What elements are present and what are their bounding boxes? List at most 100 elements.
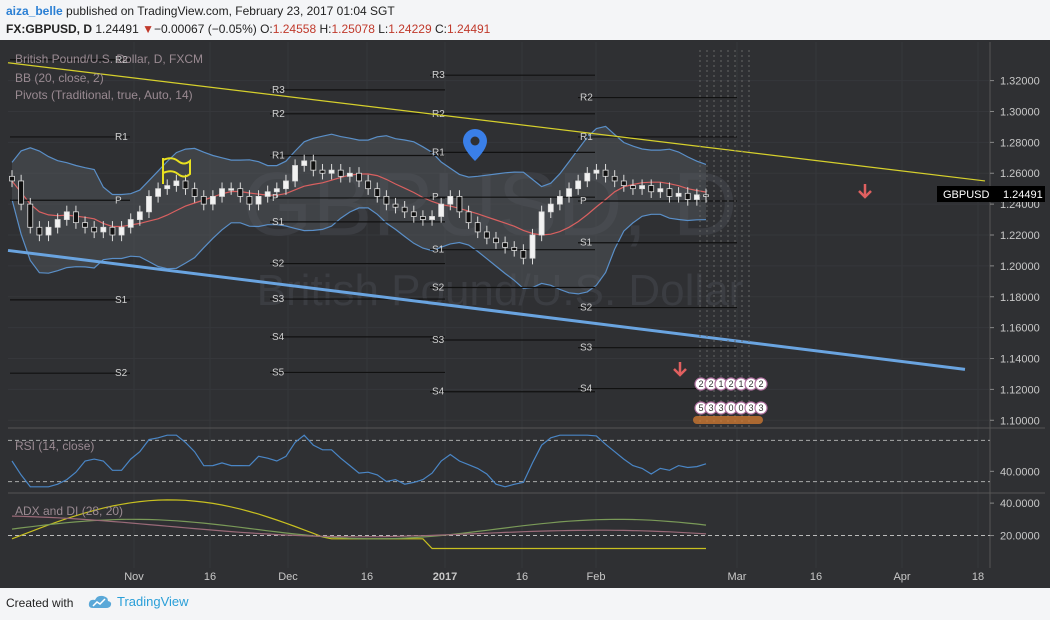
time-tick-label: Dec: [278, 571, 298, 583]
open-value: 1.24558: [272, 22, 317, 36]
location-pin-icon: [463, 129, 487, 161]
event-badge-label: 3: [748, 403, 753, 413]
trend-lines[interactable]: [7, 62, 986, 371]
candle-body: [447, 195, 454, 205]
legend-pivots: Pivots (Traditional, true, Auto, 14): [15, 88, 193, 102]
candle-body: [155, 188, 162, 197]
down-arrow-icon: ▼: [142, 22, 154, 36]
candle-body: [63, 211, 70, 220]
pivot-label: S1: [580, 238, 593, 249]
candle-body: [209, 195, 216, 205]
event-badge-label: 3: [708, 403, 713, 413]
time-tick-label: Apr: [893, 571, 910, 583]
axis-tick-label: 1.28000: [1000, 137, 1040, 149]
axis-tick-label: 1.12000: [1000, 384, 1040, 396]
candle-body: [191, 188, 198, 197]
price-change: −0.00067 (−0.05%): [153, 22, 257, 36]
candle-body: [182, 180, 189, 190]
pivot-label: S1: [432, 245, 445, 256]
pivot-label: R2: [272, 109, 285, 120]
candle-body: [520, 250, 527, 259]
candle-body: [483, 231, 490, 239]
price-label: GBPUSD 1.24491: [937, 186, 1045, 202]
time-tick-label: 2017: [433, 571, 457, 583]
legend-bb: BB (20, close, 2): [15, 71, 104, 85]
candle-body: [273, 188, 280, 193]
bb-upper: [11, 125, 707, 196]
candle-body: [538, 211, 545, 236]
price-label-box: [937, 186, 1045, 202]
candle-body: [703, 194, 709, 197]
chart-canvas[interactable]: GBPUSD, D British Pound/U.S. Dollar R2R1…: [0, 40, 1050, 588]
axis-tick-label: 1.20000: [1000, 261, 1040, 273]
candle-body: [693, 194, 700, 200]
close-value: 1.24491: [446, 22, 491, 36]
symbol-label: FX:GBPUSD, D: [6, 22, 93, 36]
pivot-label: S2: [580, 303, 593, 314]
candle-body: [219, 188, 225, 197]
lower-trend-line: [7, 248, 966, 371]
low-label: L:: [378, 22, 389, 36]
candle-body: [493, 237, 499, 244]
pivot-label: S3: [432, 335, 445, 346]
candle-body: [127, 219, 134, 228]
pivot-label: R3: [272, 85, 285, 96]
tradingview-link[interactable]: TradingView: [88, 594, 189, 609]
pivot-label: P: [580, 196, 587, 207]
author-link[interactable]: aiza_belle: [6, 4, 63, 18]
last-price: 1.24491: [95, 22, 139, 36]
pivot-label: R1: [115, 132, 128, 143]
pivot-label: S3: [272, 294, 285, 305]
candle-body: [648, 185, 655, 193]
candle-body: [401, 206, 408, 213]
candle-body: [109, 226, 116, 236]
candle-body: [54, 219, 61, 228]
candle-body: [529, 234, 536, 259]
candle-body: [91, 226, 98, 233]
price-label-value: 1.24491: [1003, 189, 1043, 201]
cloud-icon: [88, 595, 112, 608]
created-with-text: Created with: [6, 596, 74, 610]
legend: British Pound/U.S. Dollar, D, FXCM BB (2…: [15, 52, 203, 518]
pivot-label: S4: [580, 384, 593, 395]
axis-tick-label: 1.30000: [1000, 106, 1040, 118]
candle-body: [246, 195, 253, 205]
time-tick-label: 16: [361, 571, 373, 583]
candle-body: [620, 180, 627, 186]
candle-body: [36, 226, 43, 236]
di-minus-line: [11, 515, 707, 538]
candle-body: [264, 191, 271, 197]
high-label: H:: [319, 22, 332, 36]
low-value: 1.24229: [388, 22, 432, 36]
candles: [9, 154, 709, 265]
pivot-label: R3: [432, 70, 445, 81]
axis-tick-label: 1.10000: [1000, 415, 1040, 427]
rsi-tick-label: 40.0000: [1000, 466, 1040, 478]
axis-tick-label: 1.26000: [1000, 168, 1040, 180]
time-tick-label: 16: [516, 571, 528, 583]
event-badge-label: 1: [718, 379, 723, 389]
candle-body: [337, 169, 344, 177]
event-badge-label: 3: [758, 403, 763, 413]
candle-body: [593, 169, 600, 174]
down-arrow-icon: [673, 362, 687, 377]
candle-body: [666, 188, 673, 197]
candle-body: [511, 246, 518, 251]
event-badge-label: 1: [738, 379, 743, 389]
time-tick-label: Mar: [728, 571, 747, 583]
adx-tick-label: 20.0000: [1000, 531, 1040, 543]
candle-body: [310, 160, 317, 171]
candle-body: [502, 242, 509, 248]
event-badge-label: 2: [698, 379, 703, 389]
event-badge-label: 5: [698, 403, 703, 413]
candle-body: [429, 216, 435, 220]
time-tick-label: Feb: [587, 571, 606, 583]
published-text: published on TradingView.com, February 2…: [66, 4, 395, 18]
axis-tick-label: 1.24000: [1000, 199, 1040, 211]
pivot-label: P: [115, 195, 122, 206]
pivot-label: P: [432, 192, 439, 203]
candle-body: [684, 192, 691, 200]
candle-body: [173, 180, 180, 186]
chart-footer: Created with TradingView: [0, 588, 1050, 620]
pivot-label: S4: [272, 332, 285, 343]
